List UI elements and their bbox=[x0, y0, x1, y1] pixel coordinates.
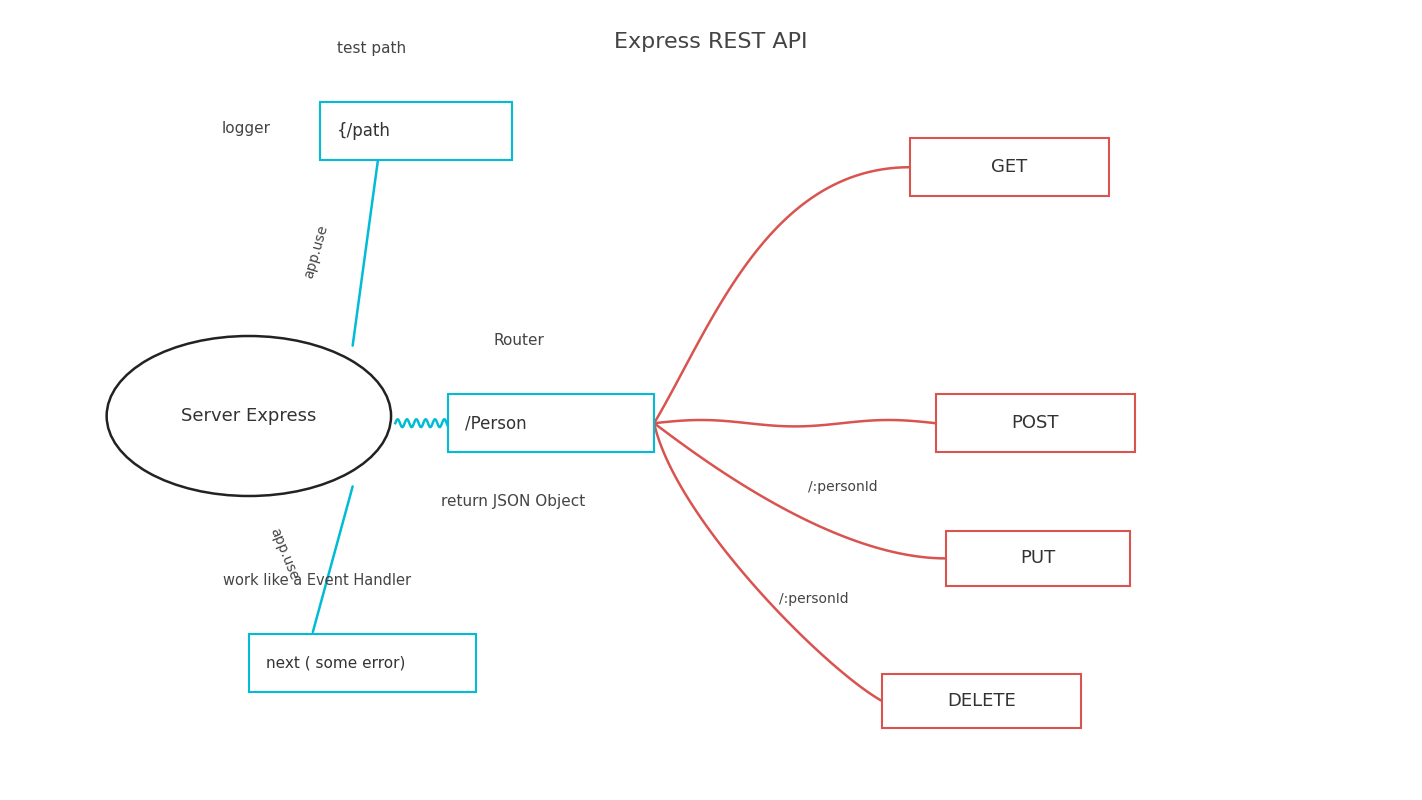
Text: Server Express: Server Express bbox=[181, 407, 317, 425]
FancyBboxPatch shape bbox=[249, 634, 476, 692]
Text: test path: test path bbox=[337, 41, 407, 56]
FancyBboxPatch shape bbox=[320, 102, 512, 160]
Text: {/path: {/path bbox=[337, 122, 391, 140]
Text: work like a Event Handler: work like a Event Handler bbox=[223, 573, 411, 588]
Text: /Person: /Person bbox=[465, 414, 526, 432]
Text: app.use: app.use bbox=[267, 526, 301, 582]
FancyBboxPatch shape bbox=[910, 138, 1109, 196]
Text: Express REST API: Express REST API bbox=[614, 32, 808, 52]
Text: PUT: PUT bbox=[1021, 550, 1055, 567]
Text: next ( some error): next ( some error) bbox=[266, 656, 405, 670]
FancyBboxPatch shape bbox=[936, 394, 1135, 452]
Text: return JSON Object: return JSON Object bbox=[441, 494, 584, 509]
Text: /:personId: /:personId bbox=[779, 592, 849, 606]
FancyBboxPatch shape bbox=[448, 394, 654, 452]
Text: app.use: app.use bbox=[301, 223, 330, 281]
Text: POST: POST bbox=[1011, 414, 1059, 432]
Text: Router: Router bbox=[493, 333, 545, 348]
FancyBboxPatch shape bbox=[882, 674, 1081, 728]
Text: GET: GET bbox=[991, 158, 1028, 176]
FancyBboxPatch shape bbox=[946, 531, 1130, 586]
Text: logger: logger bbox=[222, 121, 270, 135]
Text: /:personId: /:personId bbox=[808, 480, 877, 494]
Text: DELETE: DELETE bbox=[947, 692, 1015, 710]
